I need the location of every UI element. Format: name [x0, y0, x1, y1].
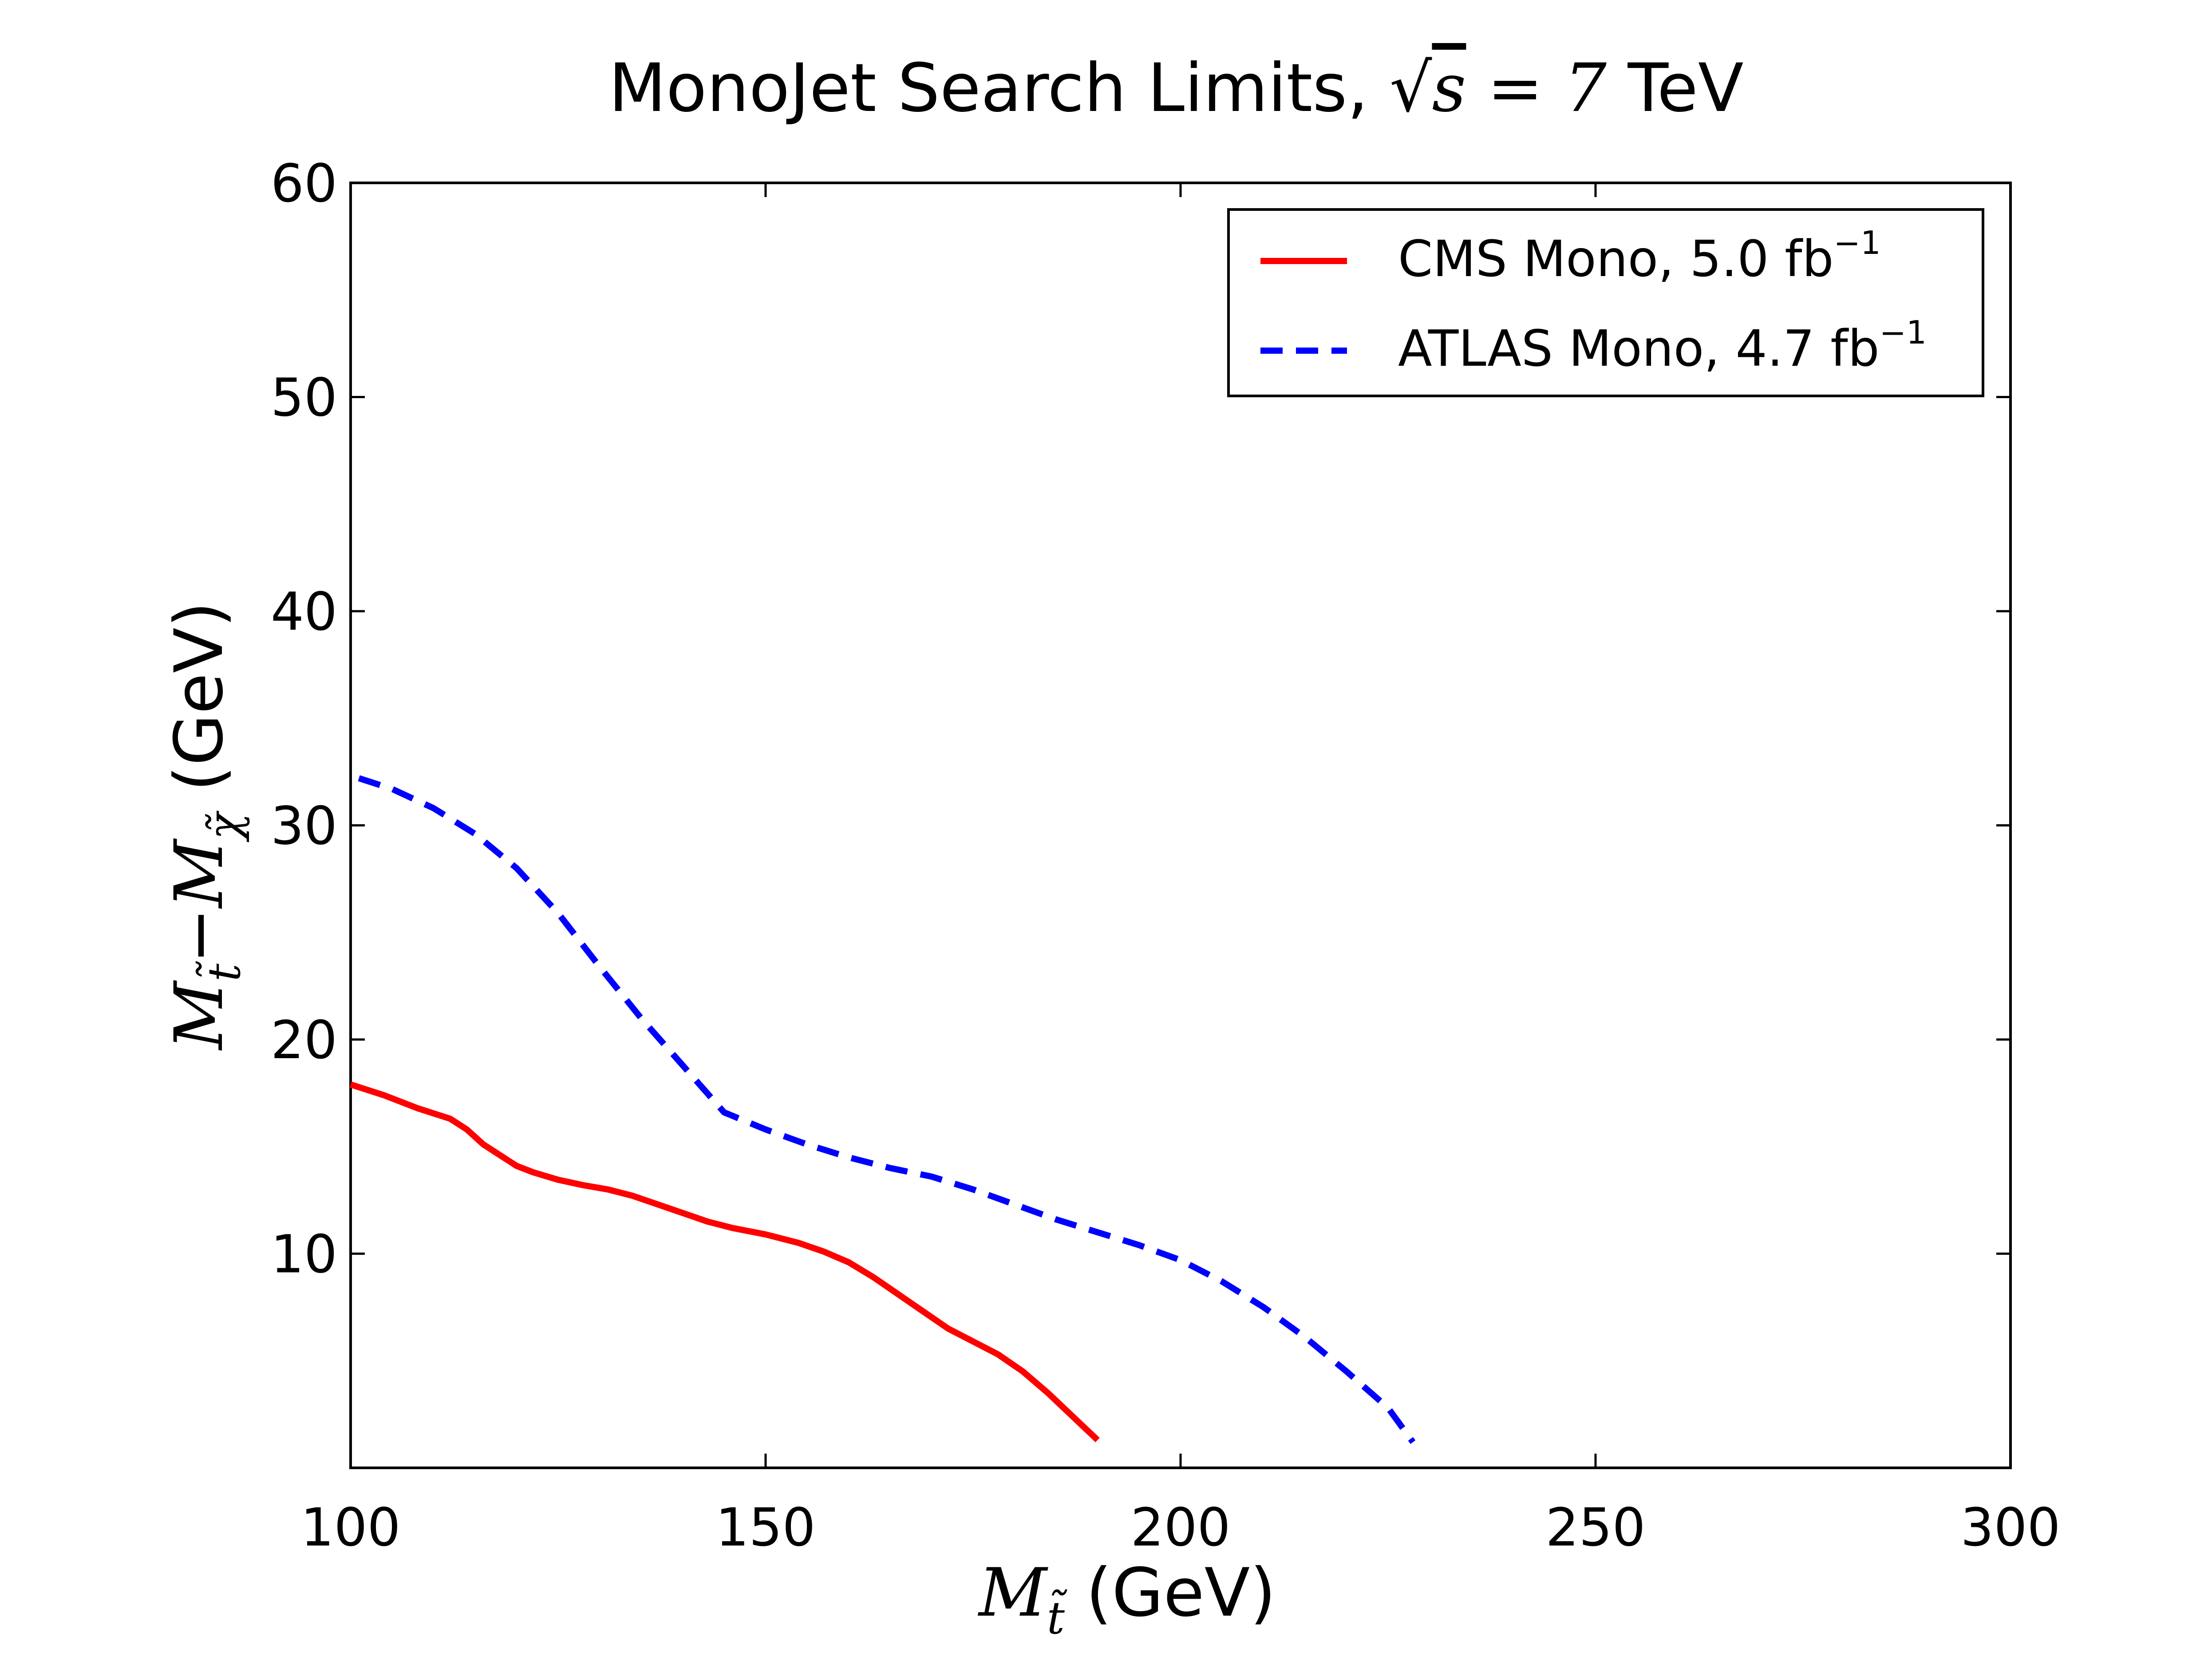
x-tick-label-250: 250: [1545, 1497, 1645, 1558]
x-label-var: M: [977, 1554, 1048, 1632]
series-line-cms: [349, 1081, 1100, 1443]
tick-labels: 100 150 200 250 300 10 20 30 40 50 60: [271, 153, 2061, 1558]
y-tick-label-10: 10: [271, 1224, 337, 1285]
title-prefix: MonoJet Search Limits,: [608, 50, 1389, 127]
y-tick-label-20: 20: [271, 1009, 337, 1071]
y-label-var2: M: [161, 838, 238, 909]
y-label-minus: −: [161, 908, 238, 964]
y-tick-label-40: 40: [271, 581, 337, 642]
title-equals: =: [1466, 50, 1564, 127]
y-label-sub2: χ̃: [198, 810, 250, 842]
series-line-atlas: [358, 775, 1416, 1444]
legend-sup-atlas: −1: [1880, 314, 1927, 351]
title-sqrt-symbol: √: [1390, 50, 1432, 127]
x-tick-label-150: 150: [715, 1497, 815, 1558]
legend-text-cms: CMS Mono, 5.0 fb: [1398, 230, 1834, 288]
y-tick-label-50: 50: [271, 367, 337, 428]
x-label-sub: t̃: [1047, 1589, 1068, 1644]
title-sqrt-var: s: [1432, 50, 1466, 127]
legend: CMS Mono, 5.0 fb−1 ATLAS Mono, 4.7 fb−1: [1227, 208, 1984, 397]
title-unit: TeV: [1607, 50, 1744, 127]
x-label-unit: (GeV): [1065, 1554, 1276, 1632]
y-tick-label-60: 60: [271, 153, 337, 214]
x-tick-label-300: 300: [1960, 1497, 2060, 1558]
tick-marks: [349, 182, 2012, 1468]
title-energy: 7: [1564, 50, 1607, 127]
x-axis-label: Mt̃ (GeV): [977, 1554, 1276, 1644]
chart-title: MonoJet Search Limits, √s = 7 TeV: [608, 50, 1743, 127]
x-tick-label-200: 200: [1130, 1497, 1230, 1558]
series-lines: [349, 775, 1416, 1444]
legend-frame: [1227, 208, 1984, 397]
y-label-unit: (GeV): [161, 601, 238, 813]
legend-sup-cms: −1: [1834, 224, 1881, 261]
x-tick-label-100: 100: [300, 1497, 400, 1558]
legend-label-atlas: ATLAS Mono, 4.7 fb−1: [1398, 314, 1927, 378]
y-tick-label-30: 30: [271, 795, 337, 857]
y-axis-label: Mt̃−Mχ̃ (GeV): [161, 601, 250, 1051]
y-label-var1: M: [161, 980, 238, 1051]
legend-text-atlas: ATLAS Mono, 4.7 fb: [1398, 320, 1880, 378]
y-label-sub1: t̃: [195, 961, 250, 981]
legend-label-cms: CMS Mono, 5.0 fb−1: [1398, 224, 1881, 288]
